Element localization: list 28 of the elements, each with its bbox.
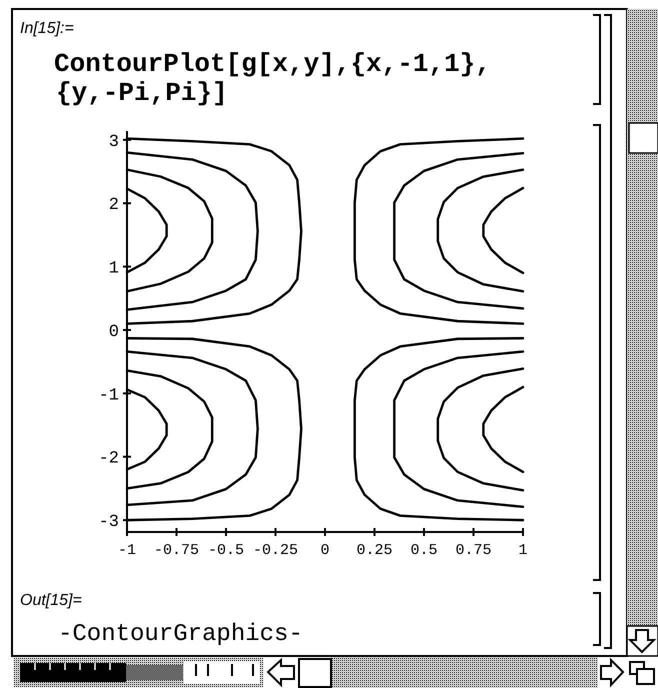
y-tick-label: 1 [108,260,119,279]
text: {y,-Pi,Pi}] [56,78,228,108]
x-tick-label: 0.25 [356,542,393,559]
y-tick-label: -1 [98,386,119,406]
x-tick-label: 0.75 [455,542,492,559]
line-series [482,186,524,274]
text: In[15]:= [20,20,74,37]
line-series [436,168,524,293]
line-series [354,137,524,325]
line-series [482,386,524,474]
x-tick-label: 0.5 [410,542,438,559]
line-series [354,337,524,522]
line-series [393,350,524,508]
text: Out[15]= [20,592,82,609]
y-tick-label: -2 [98,450,119,469]
y-tick-label: 0 [108,322,119,342]
y-tick-label: 3 [108,132,119,152]
x-tick-label: 0 [320,542,330,559]
line-series [436,367,524,492]
text: -ContourGraphics- [58,621,303,648]
y-tick-label: 2 [108,196,119,216]
x-tick-label: -0.5 [208,542,244,559]
x-tick-label: -0.75 [154,542,200,559]
x-tick-label: 1 [518,542,528,559]
y-tick-label: -3 [98,513,119,532]
line-series [393,152,524,310]
text: ContourPlot[g[x,y],{x,-1,1}, [54,49,491,79]
x-tick-label: -0.25 [252,542,298,559]
